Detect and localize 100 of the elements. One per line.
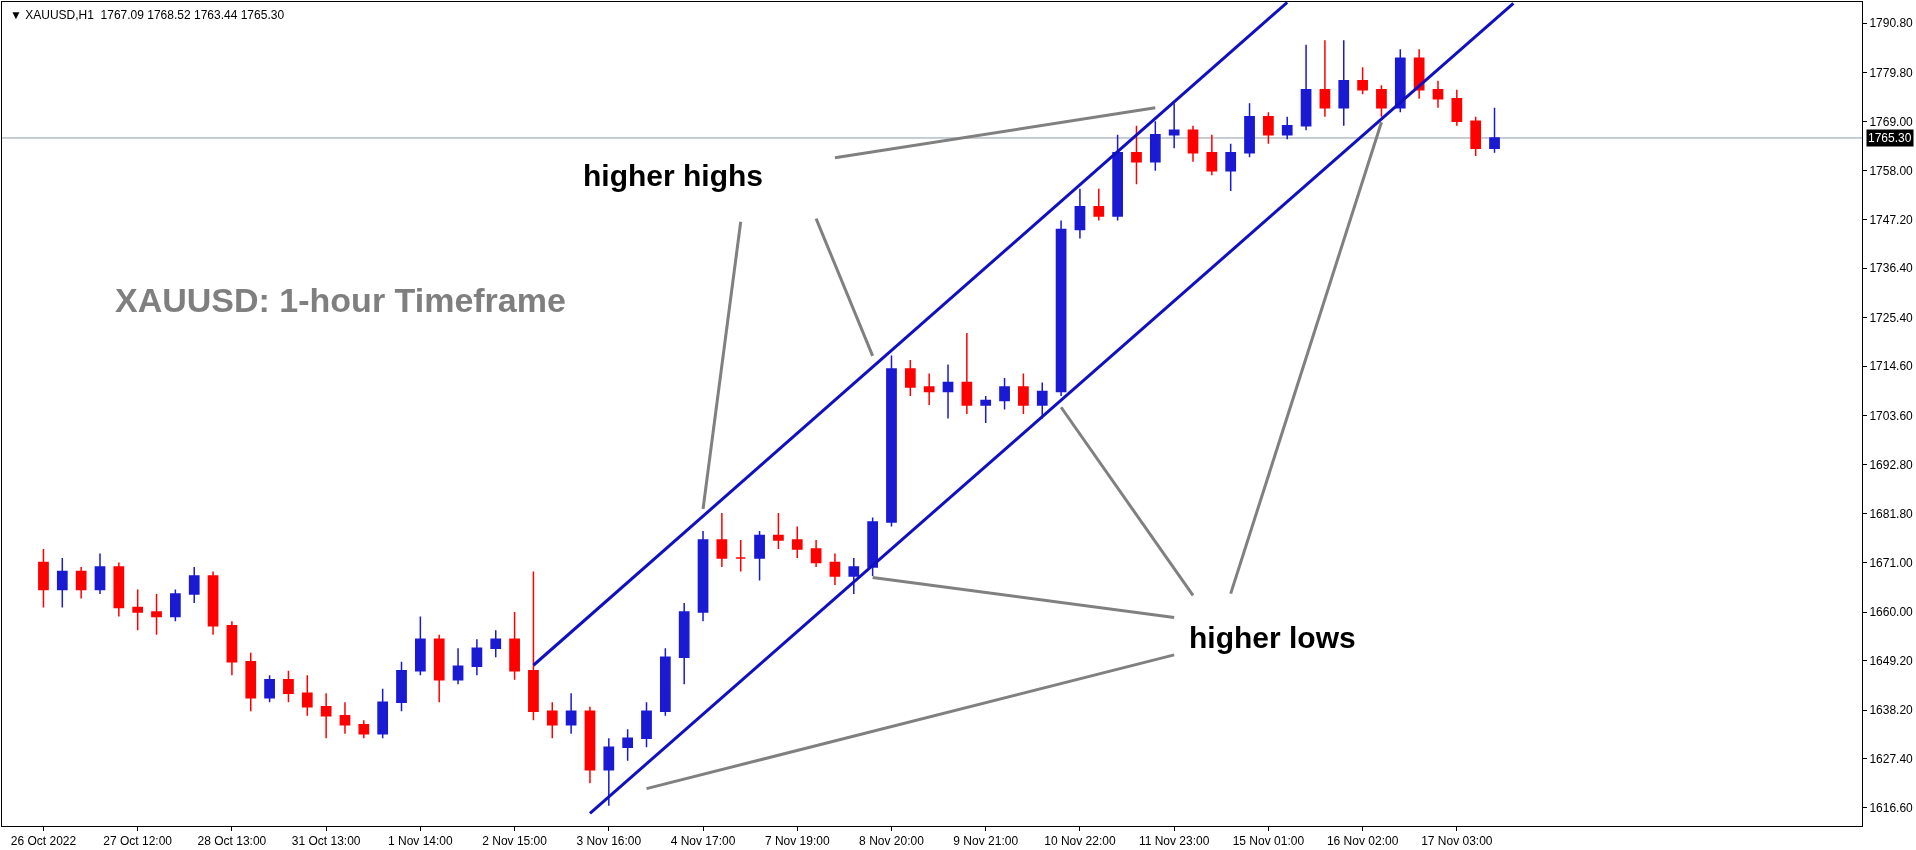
candlestick <box>999 377 1010 411</box>
candlestick <box>829 552 841 586</box>
candlestick <box>1187 125 1199 163</box>
candlestick <box>697 530 709 622</box>
candlestick <box>923 372 935 406</box>
candlestick <box>414 615 426 676</box>
candlestick <box>264 674 275 703</box>
candlestick <box>904 359 916 397</box>
candlestick <box>1489 107 1500 154</box>
candlestick <box>1131 125 1142 186</box>
candlestick <box>1149 120 1161 172</box>
candlestick <box>56 557 68 609</box>
candlestick <box>509 611 520 681</box>
y-tick-label: 1649.20 <box>1869 653 1914 668</box>
candlestick <box>320 692 332 739</box>
candlestick <box>113 561 125 618</box>
y-tick-label: 1779.80 <box>1869 65 1914 80</box>
candlestick <box>1319 39 1331 118</box>
candlestick <box>1300 44 1312 132</box>
candlestick <box>396 660 407 712</box>
x-tick-label: 27 Oct 12:00 <box>103 834 173 849</box>
x-tick-label: 9 Nov 21:00 <box>953 834 1019 849</box>
candlestick <box>1244 102 1255 159</box>
candlestick <box>565 692 577 735</box>
x-tick-label: 2 Nov 15:00 <box>482 834 548 849</box>
y-tick-label: 1671.00 <box>1869 555 1914 570</box>
candlestick <box>754 530 765 582</box>
candlestick <box>886 354 897 528</box>
candlestick <box>207 570 219 636</box>
candlestick <box>283 669 294 703</box>
candlestick <box>641 701 652 748</box>
candlestick <box>961 332 973 415</box>
y-tick-label: 1681.80 <box>1869 507 1914 522</box>
annotation: higher lows <box>1189 621 1356 654</box>
x-tick-label: 26 Oct 2022 <box>10 834 77 849</box>
y-tick-label: 1747.20 <box>1869 212 1914 227</box>
candlestick <box>1281 116 1293 141</box>
candlestick <box>358 719 370 739</box>
candlestick <box>603 737 615 807</box>
candlestick <box>1470 116 1482 157</box>
x-tick-label: 17 Nov 03:00 <box>1421 834 1493 849</box>
y-tick-label: 1660.00 <box>1869 605 1914 620</box>
candlestick <box>980 395 992 424</box>
candlestick <box>810 539 822 568</box>
x-tick-label: 28 Oct 13:00 <box>197 834 267 849</box>
candlestick <box>433 633 445 703</box>
candlestick <box>528 570 539 721</box>
candlestick <box>1225 143 1237 192</box>
candlestick <box>226 620 238 676</box>
candlestick <box>1036 381 1048 420</box>
candlestick <box>75 566 87 600</box>
candlestick <box>1376 84 1387 118</box>
candlestick <box>1338 39 1350 127</box>
candlestick <box>659 647 671 717</box>
candlestick <box>245 651 257 712</box>
x-tick-label: 11 Nov 23:00 <box>1138 834 1210 849</box>
x-tick-label: 1 Nov 14:00 <box>388 834 454 849</box>
x-tick-label: 3 Nov 16:00 <box>576 834 642 849</box>
y-tick-label: 1638.20 <box>1869 703 1914 718</box>
y-tick-label: 1736.40 <box>1869 261 1914 276</box>
candlestick <box>848 557 860 595</box>
y-tick-label: 1769.00 <box>1869 114 1914 129</box>
candlestick <box>1112 134 1123 222</box>
y-tick-label: 1627.40 <box>1869 752 1914 767</box>
candlestick <box>452 647 464 685</box>
candlestick <box>791 525 803 559</box>
candlestick <box>94 552 106 595</box>
candlestick <box>1093 188 1105 222</box>
candlestick <box>1168 102 1180 150</box>
x-tick-label: 10 Nov 22:00 <box>1044 834 1116 849</box>
candlestick <box>1055 219 1067 397</box>
x-tick-label: 4 Nov 17:00 <box>670 834 736 849</box>
y-tick-label: 1790.80 <box>1869 16 1914 31</box>
candlestick <box>1451 89 1463 127</box>
candlestick <box>546 701 558 739</box>
candlestick <box>942 363 954 420</box>
candlestick <box>716 512 728 568</box>
y-tick-label: 1714.60 <box>1869 359 1914 374</box>
candlestick <box>584 705 596 784</box>
candlestick <box>1394 48 1406 114</box>
y-tick-label: 1758.00 <box>1869 164 1914 179</box>
candlestick <box>678 602 690 685</box>
candlestick <box>38 548 49 609</box>
candlestick <box>188 566 200 604</box>
candlestick <box>1357 66 1368 96</box>
y-tick-label: 1725.40 <box>1869 310 1914 325</box>
x-tick-label: 8 Nov 20:00 <box>859 834 925 849</box>
text: XAUUSD: 1-hour Timeframe <box>115 281 566 319</box>
y-tick-label: 1703.60 <box>1869 409 1914 423</box>
candlestick <box>1074 188 1086 240</box>
candlestick <box>867 516 879 577</box>
x-tick-label: 31 Oct 13:00 <box>291 834 361 849</box>
candlestick <box>622 728 634 762</box>
candlestick <box>377 687 389 739</box>
candlestick <box>1206 134 1218 177</box>
candlestick <box>301 674 313 717</box>
candlestick <box>151 593 162 636</box>
y-tick-label: 1616.60 <box>1869 800 1914 815</box>
candlestick <box>490 629 502 658</box>
y-tick-label: 1692.80 <box>1869 457 1914 472</box>
